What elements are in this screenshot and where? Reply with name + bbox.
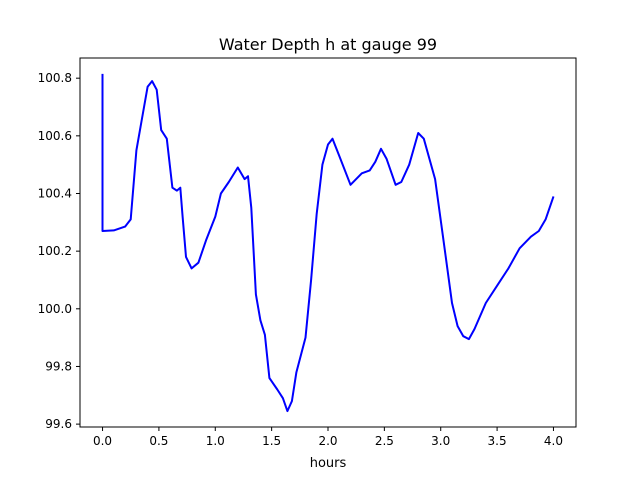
x-axis-label: hours [310,456,347,471]
y-tick-label: 99.6 [45,417,72,431]
x-tick-label: 3.5 [488,434,507,448]
x-tick-label: 1.5 [262,434,281,448]
x-tick-label: 4.0 [544,434,563,448]
y-tick-label: 100.6 [38,129,72,143]
x-tick-label: 2.0 [318,434,337,448]
x-tick-label: 1.0 [206,434,225,448]
y-tick-label: 100.2 [38,244,72,258]
y-tick-label: 99.8 [45,359,72,373]
y-tick-label: 100.4 [38,186,72,200]
series-line-h [101,73,555,413]
x-tick-label: 2.5 [375,434,394,448]
y-tick-label: 100.0 [38,302,72,316]
chart-title: Water Depth h at gauge 99 [219,35,437,54]
x-tick-label: 0.5 [149,434,168,448]
y-tick-label: 100.8 [38,71,72,85]
x-tick-label: 0.0 [93,434,112,448]
x-tick-label: 3.0 [431,434,450,448]
axes-frame [79,57,577,428]
